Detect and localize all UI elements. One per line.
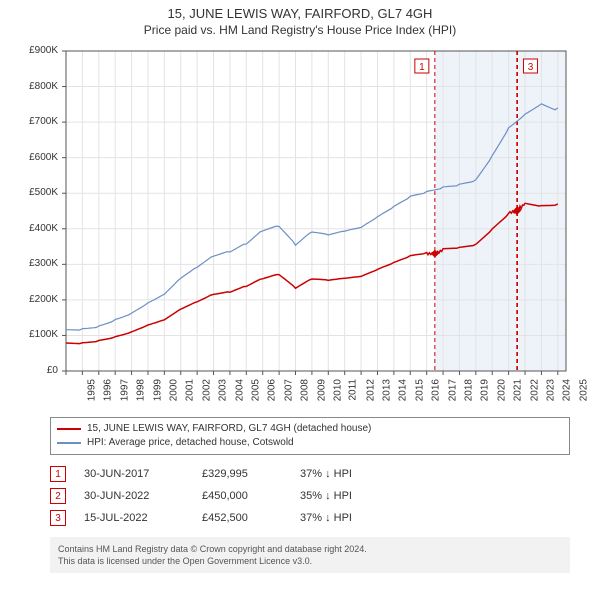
x-axis-label: 1997 bbox=[119, 379, 130, 401]
y-axis-label: £700K bbox=[20, 116, 58, 127]
x-axis-label: 2009 bbox=[316, 379, 327, 401]
x-axis-label: 2006 bbox=[267, 379, 278, 401]
y-axis-label: £600K bbox=[20, 152, 58, 163]
y-axis-label: £0 bbox=[20, 365, 58, 376]
y-axis-label: £100K bbox=[20, 329, 58, 340]
x-axis-label: 2024 bbox=[562, 379, 573, 401]
sale-point-price: £452,500 bbox=[202, 512, 282, 524]
page-subtitle: Price paid vs. HM Land Registry's House … bbox=[0, 21, 600, 41]
y-axis-label: £300K bbox=[20, 258, 58, 269]
sale-point-diff: 37% ↓ HPI bbox=[300, 468, 400, 480]
x-axis-label: 2000 bbox=[168, 379, 179, 401]
x-axis-label: 2008 bbox=[299, 379, 310, 401]
legend: 15, JUNE LEWIS WAY, FAIRFORD, GL7 4GH (d… bbox=[50, 417, 570, 455]
x-axis-label: 2025 bbox=[578, 379, 589, 401]
x-axis-label: 2012 bbox=[365, 379, 376, 401]
x-axis-label: 2023 bbox=[545, 379, 556, 401]
y-axis-label: £200K bbox=[20, 294, 58, 305]
sale-point-row: 2 30-JUN-2022 £450,000 35% ↓ HPI bbox=[50, 485, 570, 507]
attribution-line1: Contains HM Land Registry data © Crown c… bbox=[58, 543, 562, 555]
x-axis-label: 2010 bbox=[332, 379, 343, 401]
y-axis-label: £800K bbox=[20, 81, 58, 92]
svg-text:3: 3 bbox=[528, 62, 534, 73]
sale-point-number: 1 bbox=[50, 466, 66, 482]
legend-label-hpi: HPI: Average price, detached house, Cots… bbox=[87, 436, 294, 450]
x-axis-label: 2007 bbox=[283, 379, 294, 401]
sale-point-date: 15-JUL-2022 bbox=[84, 512, 184, 524]
x-axis-label: 2016 bbox=[431, 379, 442, 401]
x-axis-label: 2001 bbox=[185, 379, 196, 401]
x-axis-label: 2014 bbox=[398, 379, 409, 401]
price-chart: 13 £0£100K£200K£300K£400K£500K£600K£700K… bbox=[20, 41, 580, 411]
x-axis-label: 1998 bbox=[135, 379, 146, 401]
attribution-line2: This data is licensed under the Open Gov… bbox=[58, 555, 562, 567]
y-axis-label: £500K bbox=[20, 187, 58, 198]
legend-swatch-hpi bbox=[57, 442, 81, 444]
x-axis-label: 2017 bbox=[447, 379, 458, 401]
legend-swatch-property bbox=[57, 428, 81, 430]
legend-label-property: 15, JUNE LEWIS WAY, FAIRFORD, GL7 4GH (d… bbox=[87, 422, 371, 436]
x-axis-label: 2019 bbox=[480, 379, 491, 401]
x-axis-label: 2020 bbox=[496, 379, 507, 401]
sale-point-number: 2 bbox=[50, 488, 66, 504]
sale-point-number: 3 bbox=[50, 510, 66, 526]
legend-row-property: 15, JUNE LEWIS WAY, FAIRFORD, GL7 4GH (d… bbox=[57, 422, 563, 436]
x-axis-label: 2003 bbox=[217, 379, 228, 401]
x-axis-label: 2015 bbox=[414, 379, 425, 401]
x-axis-label: 2021 bbox=[512, 379, 523, 401]
sale-points-list: 1 30-JUN-2017 £329,995 37% ↓ HPI 2 30-JUN-202… bbox=[50, 463, 570, 529]
x-axis-label: 2002 bbox=[201, 379, 212, 401]
y-axis-label: £900K bbox=[20, 45, 58, 56]
x-axis-label: 2005 bbox=[250, 379, 261, 401]
x-axis-label: 2004 bbox=[234, 379, 245, 401]
legend-row-hpi: HPI: Average price, detached house, Cots… bbox=[57, 436, 563, 450]
sale-point-date: 30-JUN-2017 bbox=[84, 468, 184, 480]
sale-point-price: £329,995 bbox=[202, 468, 282, 480]
page-title: 15, JUNE LEWIS WAY, FAIRFORD, GL7 4GH bbox=[0, 0, 600, 21]
x-axis-label: 2011 bbox=[348, 379, 359, 401]
attribution: Contains HM Land Registry data © Crown c… bbox=[50, 537, 570, 573]
chart-svg: 13 bbox=[20, 41, 580, 411]
sale-point-row: 1 30-JUN-2017 £329,995 37% ↓ HPI bbox=[50, 463, 570, 485]
sale-point-price: £450,000 bbox=[202, 490, 282, 502]
x-axis-label: 2013 bbox=[381, 379, 392, 401]
svg-text:1: 1 bbox=[419, 62, 425, 73]
x-axis-label: 2018 bbox=[463, 379, 474, 401]
x-axis-label: 1995 bbox=[86, 379, 97, 401]
sale-point-row: 3 15-JUL-2022 £452,500 37% ↓ HPI bbox=[50, 507, 570, 529]
sale-point-diff: 35% ↓ HPI bbox=[300, 490, 400, 502]
x-axis-label: 1999 bbox=[152, 379, 163, 401]
x-axis-label: 1996 bbox=[103, 379, 114, 401]
sale-point-date: 30-JUN-2022 bbox=[84, 490, 184, 502]
y-axis-label: £400K bbox=[20, 223, 58, 234]
sale-point-diff: 37% ↓ HPI bbox=[300, 512, 400, 524]
x-axis-label: 2022 bbox=[529, 379, 540, 401]
